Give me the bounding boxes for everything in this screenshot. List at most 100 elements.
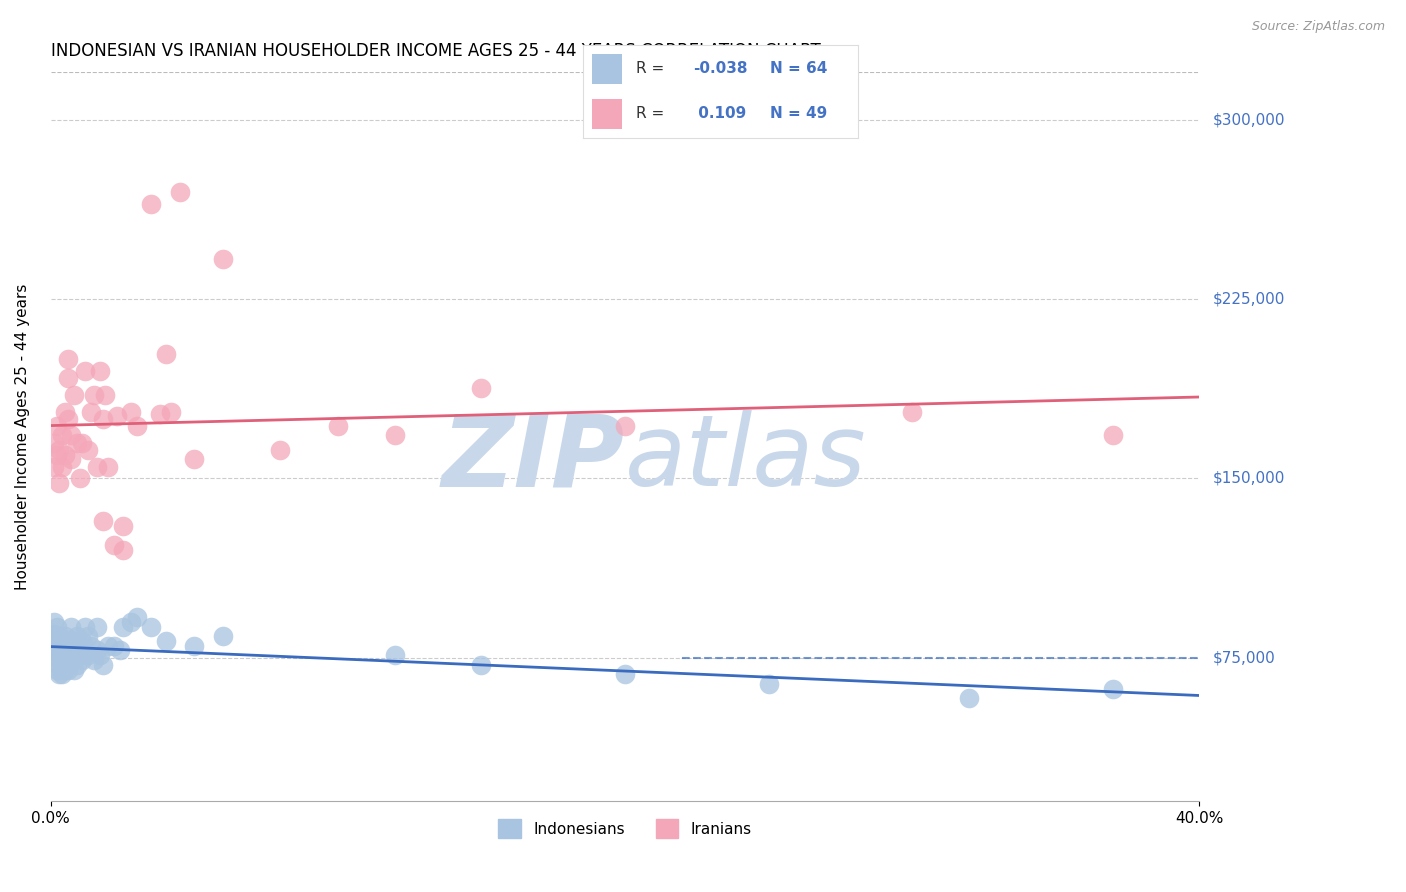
Point	[53, 639, 76, 653]
Point	[42, 459, 65, 474]
Point	[141, 196, 163, 211]
Point	[108, 643, 131, 657]
Point	[53, 629, 76, 643]
Point	[111, 519, 134, 533]
Point	[94, 388, 117, 402]
Point	[66, 643, 89, 657]
Point	[183, 639, 205, 653]
Point	[72, 633, 94, 648]
Point	[45, 633, 67, 648]
Point	[66, 657, 89, 672]
Text: Source: ZipAtlas.com: Source: ZipAtlas.com	[1251, 20, 1385, 33]
Point	[69, 639, 91, 653]
Point	[86, 643, 108, 657]
Point	[45, 663, 67, 677]
Point	[53, 404, 76, 418]
Point	[120, 615, 142, 629]
Point	[326, 418, 349, 433]
Point	[97, 639, 120, 653]
Text: atlas: atlas	[626, 410, 866, 507]
Point	[48, 657, 70, 672]
Point	[72, 653, 94, 667]
Point	[42, 626, 65, 640]
Text: N = 64: N = 64	[770, 62, 827, 77]
Point	[384, 428, 406, 442]
Point	[470, 381, 492, 395]
Point	[111, 543, 134, 558]
Point	[614, 667, 637, 681]
Point	[75, 643, 97, 657]
Point	[45, 650, 67, 665]
Point	[51, 648, 73, 663]
Point	[83, 653, 105, 667]
Point	[56, 663, 79, 677]
Point	[80, 404, 103, 418]
FancyBboxPatch shape	[592, 99, 621, 129]
Point	[959, 691, 981, 706]
Text: $300,000: $300,000	[1213, 112, 1285, 128]
Point	[77, 629, 100, 643]
Point	[1102, 428, 1125, 442]
Point	[48, 667, 70, 681]
Point	[75, 364, 97, 378]
Point	[77, 442, 100, 457]
Point	[89, 364, 111, 378]
Point	[91, 515, 114, 529]
Point	[48, 476, 70, 491]
Text: $150,000: $150,000	[1213, 471, 1285, 486]
Point	[53, 448, 76, 462]
Text: R =: R =	[636, 106, 664, 121]
Point	[155, 347, 177, 361]
Point	[45, 418, 67, 433]
Point	[56, 371, 79, 385]
Point	[59, 428, 82, 442]
Point	[56, 352, 79, 367]
Point	[141, 619, 163, 633]
Point	[758, 677, 780, 691]
Legend: Indonesians, Iranians: Indonesians, Iranians	[492, 814, 758, 844]
Point	[56, 648, 79, 663]
Point	[53, 657, 76, 672]
Y-axis label: Householder Income Ages 25 - 44 years: Householder Income Ages 25 - 44 years	[15, 284, 30, 590]
Point	[86, 459, 108, 474]
Point	[384, 648, 406, 663]
Point	[51, 653, 73, 667]
Point	[89, 648, 111, 663]
Point	[80, 639, 103, 653]
Point	[62, 650, 84, 665]
Point	[56, 633, 79, 648]
Point	[86, 619, 108, 633]
Point	[59, 639, 82, 653]
Point	[48, 639, 70, 653]
Text: ZIP: ZIP	[441, 410, 626, 507]
Point	[155, 633, 177, 648]
Point	[62, 388, 84, 402]
Point	[125, 610, 148, 624]
Point	[62, 633, 84, 648]
Point	[83, 388, 105, 402]
Point	[270, 442, 292, 457]
Point	[901, 404, 924, 418]
Point	[59, 452, 82, 467]
Point	[56, 411, 79, 425]
Point	[103, 639, 125, 653]
Point	[212, 252, 235, 266]
Point	[56, 643, 79, 657]
Point	[69, 648, 91, 663]
Text: 0.109: 0.109	[693, 106, 747, 121]
Point	[51, 459, 73, 474]
Text: R =: R =	[636, 62, 664, 77]
Point	[470, 657, 492, 672]
Point	[48, 648, 70, 663]
Point	[149, 407, 172, 421]
Point	[75, 619, 97, 633]
Point	[53, 663, 76, 677]
Point	[212, 629, 235, 643]
Point	[120, 404, 142, 418]
Point	[72, 435, 94, 450]
Point	[1102, 681, 1125, 696]
Point	[48, 442, 70, 457]
Point	[97, 459, 120, 474]
Text: INDONESIAN VS IRANIAN HOUSEHOLDER INCOME AGES 25 - 44 YEARS CORRELATION CHART: INDONESIAN VS IRANIAN HOUSEHOLDER INCOME…	[51, 42, 821, 60]
Point	[42, 435, 65, 450]
